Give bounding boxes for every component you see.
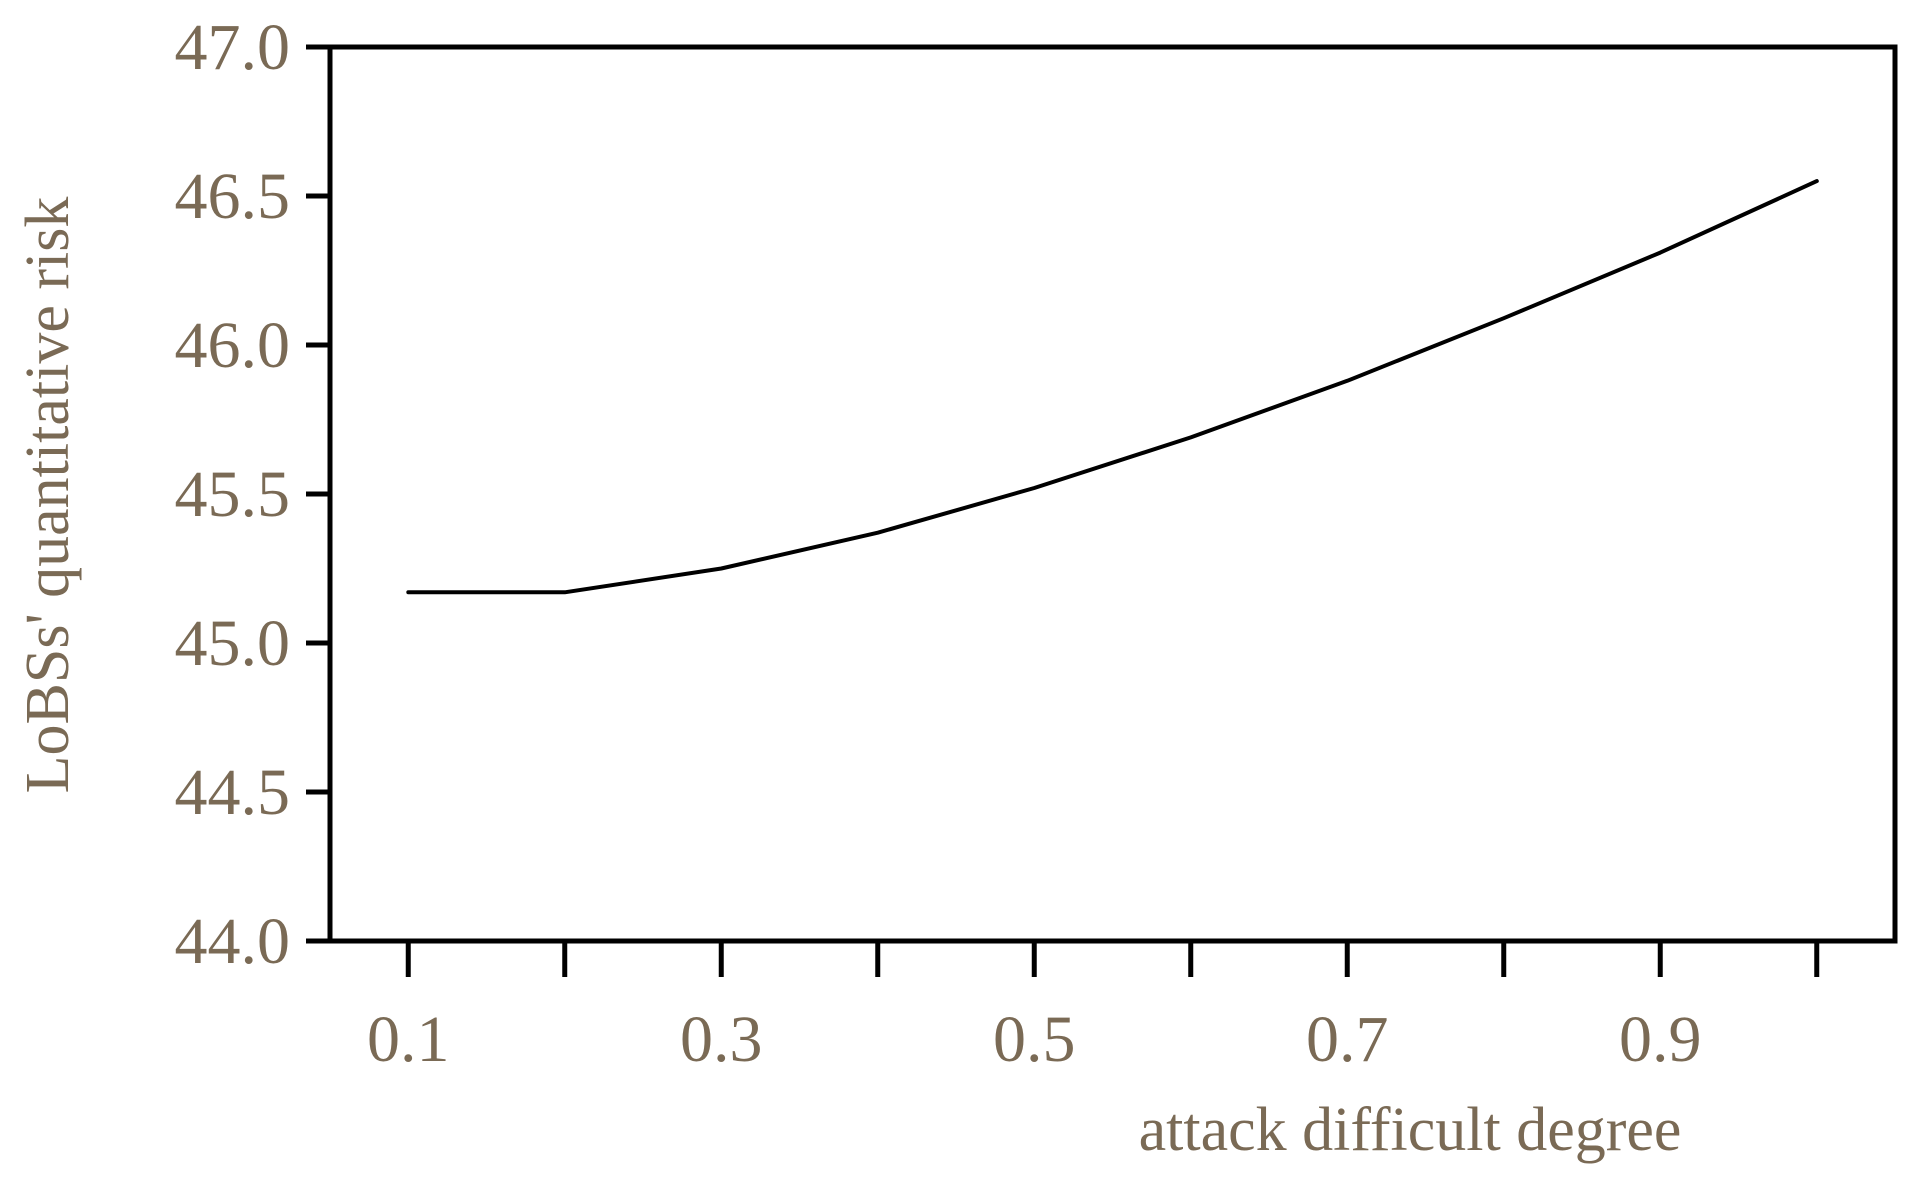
y-axis-label: LoBSs' quantitative risk xyxy=(14,197,82,794)
x-axis-label: attack difficult degree xyxy=(1139,1096,1682,1164)
plot-frame xyxy=(327,44,1898,944)
series-layer xyxy=(406,179,1819,595)
y-tick-label-2: 45.0 xyxy=(175,607,291,680)
x-tick-label-3: 0.7 xyxy=(1306,1003,1389,1076)
y-tick-label-6: 47.0 xyxy=(175,11,291,84)
x-tick-label-1: 0.3 xyxy=(680,1003,763,1076)
x-tick-label-2: 0.5 xyxy=(993,1003,1076,1076)
y-tick-label-0: 44.0 xyxy=(175,905,291,978)
y-tick-label-3: 45.5 xyxy=(175,458,291,531)
y-tick-label-5: 46.5 xyxy=(175,160,291,233)
x-tick-label-4: 0.9 xyxy=(1619,1003,1702,1076)
x-tick-label-0: 0.1 xyxy=(367,1003,450,1076)
y-tick-label-4: 46.0 xyxy=(175,309,291,382)
y-tick-labels: 44.0 44.5 45.0 45.5 46.0 46.5 47.0 xyxy=(175,11,291,978)
series-line-0 xyxy=(406,179,1819,595)
x-tick-labels: 0.1 0.3 0.5 0.7 0.9 xyxy=(367,1003,1702,1076)
axis-ticks xyxy=(306,44,1820,977)
y-tick-label-1: 44.5 xyxy=(175,756,291,829)
